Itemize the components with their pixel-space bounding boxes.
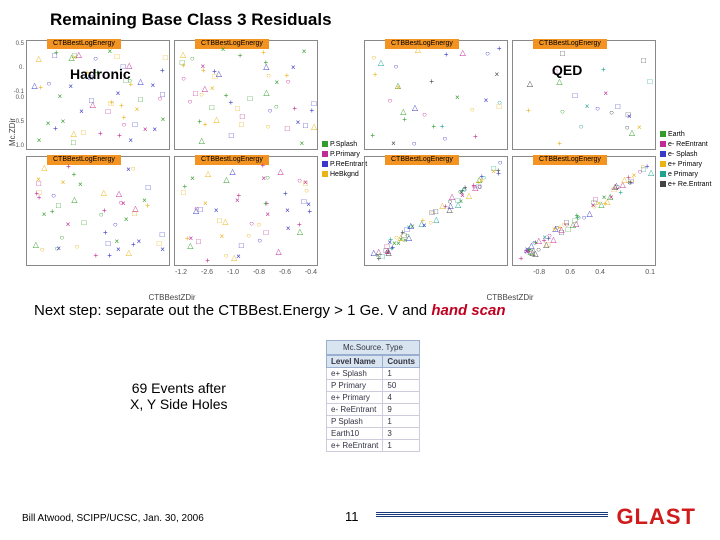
panel-tl: CTBBestLogEnergy 0.50.-0.1 0.0-0.5-1.0 +… [26,40,170,150]
panel-header: CTBBestLogEnergy [385,39,459,49]
col-header: Level Name [327,356,383,368]
table-row: e- ReEntrant9 [327,404,420,416]
y-ticks: 0.50.-0.1 0.0-0.5-1.0 [10,41,24,149]
x-ticks: -1.2-2.6-1.0-0.8-0.6-0.4 [175,269,317,276]
events-line1: 69 Events after [132,380,226,396]
table-row: P Primary50 [327,380,420,392]
table-row: e+ ReEntrant1 [327,440,420,452]
table-cell: 1 [383,368,420,380]
hand-scan-emphasis: hand scan [431,302,505,319]
slide-title: Remaining Base Class 3 Residuals [50,10,332,30]
table-cell: e+ Splash [327,368,383,380]
glast-logo-text: GLAST [616,504,696,530]
table-cell: 1 [383,416,420,428]
footer-author: Bill Atwood, SCIPP/UCSC, Jan. 30, 2006 [22,513,204,524]
legend-item: e+ Re.Entrant [660,180,711,190]
x-axis-label: CTBBestZDir [360,293,660,302]
table-cell: P Splash [327,416,383,428]
table-row: e+ Splash1 [327,368,420,380]
panel-header: CTBBestLogEnergy [533,155,607,165]
panel-br: CTBBestLogEnergy -0.80.60.40.1 □□+△○○+□△… [512,156,656,266]
col-header: Counts [383,356,420,368]
legend-right: Earthe- ReEntrante- Splashe+ Primarye Pr… [660,130,711,190]
legend-item: e- ReEntrant [660,140,711,150]
event-counts-table: Mc.Source. Type Level Name Counts e+ Spl… [326,340,420,452]
events-after-text: 69 Events after X, Y Side Holes [130,380,228,412]
table-cell: e- ReEntrant [327,404,383,416]
table-cell: e+ Primary [327,392,383,404]
x-ticks: -0.80.60.40.1 [513,269,655,276]
table-cell: 1 [383,440,420,452]
panel-header: CTBBestLogEnergy [195,155,269,165]
table-cell: Earth10 [327,428,383,440]
x-axis-label: CTBBestZDir [22,293,322,302]
table-cell: 4 [383,392,420,404]
legend-item: e Primary [660,170,711,180]
next-step-pre: Next step: separate out the CTBBest.Ener… [34,302,431,319]
panel-bl: CTBBestLogEnergy △×++□×××□□□○×△+○○×+△○△△… [26,156,170,266]
table-cell: 3 [383,428,420,440]
table-row: Earth103 [327,428,420,440]
legend-item: e+ Primary [660,160,711,170]
panel-tl: CTBBestLogEnergy ○×○△×+□×○△△++○+△+○++○+×… [364,40,508,150]
panel-tr: CTBBestLogEnergy ○△+△×□○+△+×+×++□□○××△×△… [174,40,318,150]
table-cell: 9 [383,404,420,416]
events-line2: X, Y Side Holes [130,396,228,412]
table-cell: 50 [383,380,420,392]
footer-page-number: 11 [345,509,359,524]
panel-header: CTBBestLogEnergy [47,39,121,49]
panel-header: CTBBestLogEnergy [533,39,607,49]
footer-rule [376,512,608,518]
charts-region: Mc.ZDir CTBBestLogEnergy 0.50.-0.1 0.0-0… [22,40,698,285]
legend-item: e- Splash [660,150,711,160]
chart-annotation-qed: QED [552,62,582,78]
panel-bl: CTBBestLogEnergy ××△○++×○+×△△++△○□△△×○×□… [364,156,508,266]
table-cell: P Primary [327,380,383,392]
legend-item: Earth [660,130,711,140]
chart-annotation-hadronic: Hadronic [70,66,131,82]
panel-header: CTBBestLogEnergy [195,39,269,49]
right-chart: CTBBestLogEnergy ○×○△×+□×○△△++○+△+○++○+×… [360,40,660,280]
panel-header: CTBBestLogEnergy [385,155,459,165]
table-row: P Splash1 [327,416,420,428]
table-cell: e+ ReEntrant [327,440,383,452]
panel-header: CTBBestLogEnergy [47,155,121,165]
table-row: e+ Primary4 [327,392,420,404]
table-body: e+ Splash1P Primary50e+ Primary4e- ReEnt… [327,368,420,452]
panel-tr: CTBBestLogEnergy △□□×□○○○×□○○+×△□△×+□+□ [512,40,656,150]
next-step-text: Next step: separate out the CTBBest.Ener… [34,302,506,319]
left-chart: Mc.ZDir CTBBestLogEnergy 0.50.-0.1 0.0-0… [22,40,322,280]
table-caption: Mc.Source. Type [326,340,420,355]
panel-br: CTBBestLogEnergy -1.2-2.6-1.0-0.8-0.6-0.… [174,156,318,266]
